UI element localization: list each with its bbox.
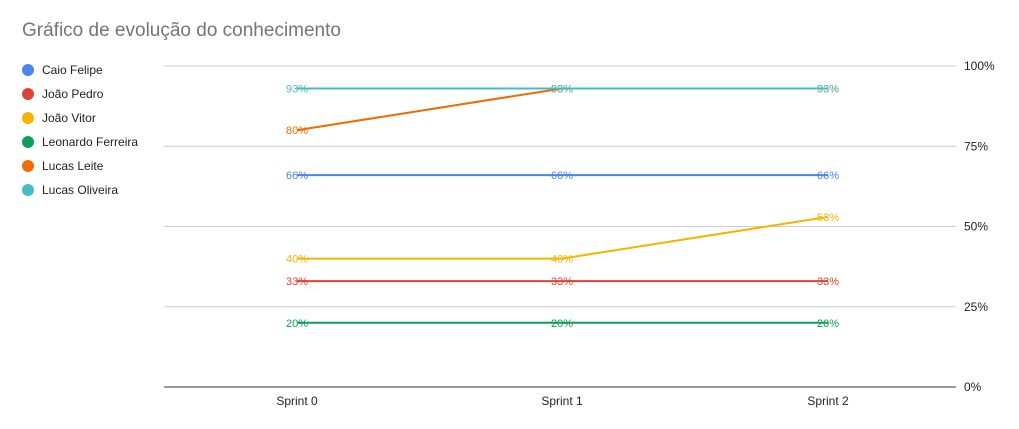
data-label: 40% [551,254,573,266]
data-label: 93% [817,83,839,95]
x-tick-label: Sprint 2 [807,394,849,408]
chart-title: Gráfico de evolução do conhecimento [22,20,341,41]
legend-marker [22,112,34,124]
legend-item: João Pedro [22,82,162,106]
data-label: 93% [551,83,573,95]
series-line [297,215,829,260]
data-label: 33% [551,276,573,288]
y-tick-label: 50% [964,220,988,234]
data-label: 20% [286,318,308,330]
legend-item: Caio Felipe [22,58,162,82]
data-label: 40% [286,254,308,266]
data-label: 93% [551,83,573,95]
legend-item: Leonardo Ferreira [22,130,162,154]
x-tick-label: Sprint 1 [541,394,583,408]
legend-item: João Vitor [22,106,162,130]
legend-item: Lucas Leite [22,154,162,178]
legend-label: Caio Felipe [42,63,103,77]
legend-label: Leonardo Ferreira [42,135,139,149]
legend-item: Lucas Oliveira [22,178,162,202]
data-label: 93% [817,83,839,95]
data-label: 33% [817,276,839,288]
data-label: 80% [286,125,308,137]
y-tick-label: 0% [964,380,982,394]
legend-label: Lucas Oliveira [42,183,119,197]
data-label: 66% [286,170,308,182]
legend-marker [22,184,34,196]
legend-label: Lucas Leite [42,159,104,173]
data-label: 20% [551,318,573,330]
data-label: 53% [817,212,839,224]
y-tick-label: 100% [964,59,995,73]
data-label: 93% [286,83,308,95]
data-label: 66% [551,170,573,182]
chart-legend: Caio Felipe João Pedro João Vitor Leonardo … [22,58,162,202]
x-tick-label: Sprint 0 [276,394,318,408]
legend-marker [22,88,34,100]
legend-label: João Pedro [42,87,104,101]
data-label: 66% [817,170,839,182]
legend-marker [22,64,34,76]
legend-marker [22,160,34,172]
y-tick-label: 25% [964,300,988,314]
legend-marker [22,136,34,148]
legend-label: João Vitor [42,111,96,125]
y-tick-label: 75% [964,139,988,153]
data-label: 33% [286,276,308,288]
data-label: 20% [817,318,839,330]
